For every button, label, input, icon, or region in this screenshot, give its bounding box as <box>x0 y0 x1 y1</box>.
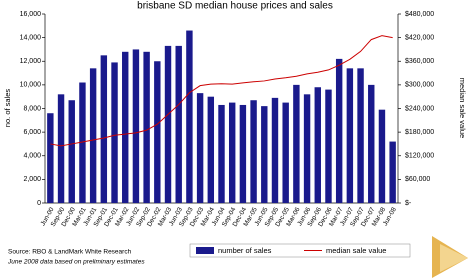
bar <box>68 100 75 203</box>
y2-axis-label: median sale value <box>458 78 467 138</box>
bar <box>207 96 215 203</box>
y2-tick-label: $300,000 <box>405 82 434 89</box>
legend-box <box>189 243 411 258</box>
bar <box>368 84 375 203</box>
y-tick-label: 6,000 <box>23 129 41 136</box>
bar <box>175 45 182 203</box>
y-tick-label: 14,000 <box>20 34 42 41</box>
y-tick-label: 4,000 <box>23 153 41 160</box>
source: Source: RBO & LandMark White Research <box>8 249 132 256</box>
bar <box>218 104 225 203</box>
bar <box>111 62 118 204</box>
bar <box>282 102 289 203</box>
bar <box>89 68 97 204</box>
y-tick-label: 8,000 <box>23 105 41 112</box>
bar <box>47 113 54 203</box>
bar <box>79 82 86 203</box>
bar <box>132 49 140 203</box>
bar <box>143 51 150 203</box>
bar <box>196 93 204 203</box>
bar <box>228 102 236 203</box>
y2-tick-label: $120,000 <box>405 153 434 160</box>
y-tick-label: 16,000 <box>20 11 42 18</box>
note: June 2008 data based on preliminary esti… <box>7 259 145 266</box>
bar <box>303 94 311 203</box>
bar <box>164 45 172 203</box>
line <box>50 35 393 147</box>
y-tick-label: 10,000 <box>20 82 42 89</box>
bar <box>271 97 279 203</box>
legend-swatch <box>196 247 214 254</box>
y-tick-label: 2,000 <box>23 176 41 183</box>
y2-tick-label: $360,000 <box>405 58 434 65</box>
bar <box>100 55 108 203</box>
y2-tick-label: $180,000 <box>405 129 434 136</box>
bar <box>389 141 396 203</box>
bar <box>314 87 321 203</box>
bar <box>239 104 247 203</box>
bar <box>122 51 129 203</box>
bar <box>357 68 364 204</box>
bar <box>250 100 257 203</box>
bar <box>325 89 332 203</box>
bar <box>57 94 65 203</box>
y-tick-label: 0 <box>37 200 41 207</box>
y2-tick-label: $60,000 <box>405 176 430 183</box>
bar <box>378 109 386 203</box>
bar <box>293 84 300 203</box>
bar <box>261 106 268 203</box>
y-tick-label: 12,000 <box>20 58 42 65</box>
chart-title: brisbane SD median house prices and sale… <box>137 1 333 12</box>
y2-tick-label: $420,000 <box>405 34 434 41</box>
bar <box>346 68 354 204</box>
legend-label: median sale value <box>326 246 386 255</box>
bar <box>154 61 161 203</box>
logo <box>432 236 468 278</box>
y2-tick-label: $480,000 <box>405 11 434 18</box>
legend-label: number of sales <box>218 246 272 255</box>
bar <box>335 58 343 204</box>
y2-tick-label: $240,000 <box>405 105 434 112</box>
y-axis-label: no. of sales <box>3 89 12 128</box>
y2-tick-label: $- <box>405 200 412 207</box>
bar <box>186 30 193 203</box>
